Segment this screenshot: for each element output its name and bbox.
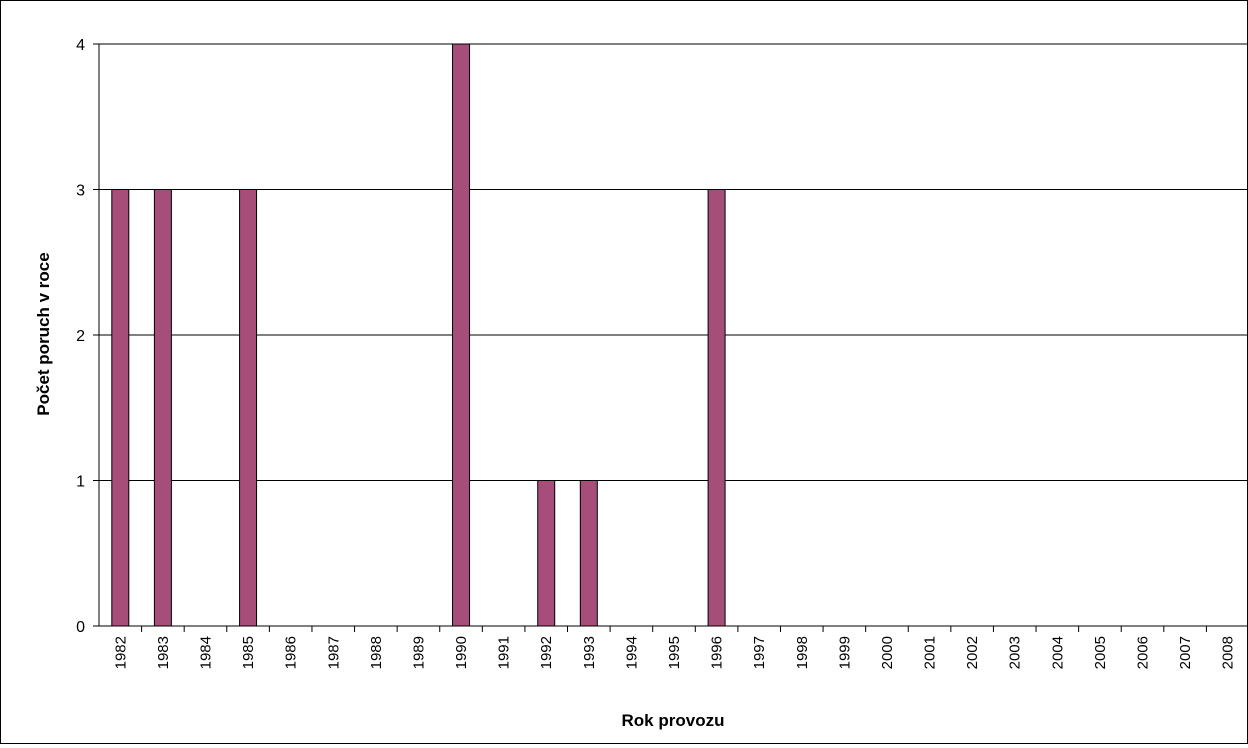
y-tick-label-1: 1 (76, 474, 85, 491)
x-tick-label-1991: 1991 (496, 636, 513, 669)
y-axis-title: Počet poruch v roce (34, 252, 53, 415)
axes (93, 43, 1248, 632)
x-tick-label-2005: 2005 (1092, 636, 1109, 669)
x-tick-label-2001: 2001 (922, 636, 939, 669)
x-tick-label-1985: 1985 (240, 636, 257, 669)
x-tick-label-1990: 1990 (453, 636, 470, 669)
y-tick-label-3: 3 (76, 183, 85, 200)
bar-1990 (452, 43, 471, 627)
bar-1985 (239, 189, 258, 627)
x-tick-label-1982: 1982 (112, 636, 129, 669)
bar-1996 (707, 189, 726, 627)
x-tick-label-2006: 2006 (1135, 636, 1152, 669)
x-tick-label-1999: 1999 (836, 636, 853, 669)
x-tick-label-1995: 1995 (666, 636, 683, 669)
x-tick-label-1994: 1994 (623, 636, 640, 669)
x-tick-label-1987: 1987 (325, 636, 342, 669)
x-tick-label-2008: 2008 (1220, 636, 1237, 669)
bar-1993 (579, 480, 598, 627)
y-tick-labels: 0 1 2 3 4 (76, 37, 85, 636)
x-axis-title: Rok provozu (622, 711, 725, 730)
x-tick-label-2007: 2007 (1177, 636, 1194, 669)
x-tick-label-1992: 1992 (538, 636, 555, 669)
x-tick-label-1986: 1986 (283, 636, 300, 669)
y-tick-label-4: 4 (76, 37, 85, 54)
bar-1983 (153, 189, 172, 627)
x-tick-label-1988: 1988 (368, 636, 385, 669)
x-tick-label-2002: 2002 (964, 636, 981, 669)
x-tick-label-1998: 1998 (794, 636, 811, 669)
x-tick-labels: 1982 1983 1984 1985 1986 1987 1988 1989 1990 1991… (112, 636, 1236, 669)
x-tick-label-2000: 2000 (879, 636, 896, 669)
bar-1982 (111, 189, 130, 627)
y-tick-label-2: 2 (76, 328, 85, 345)
y-tick-label-0: 0 (76, 619, 85, 636)
bars (111, 43, 726, 627)
x-tick-label-1983: 1983 (155, 636, 172, 669)
x-tick-label-2004: 2004 (1049, 636, 1066, 669)
x-tick-label-2003: 2003 (1007, 636, 1024, 669)
bar-1992 (537, 480, 556, 627)
x-tick-label-1993: 1993 (581, 636, 598, 669)
gridlines (99, 43, 1248, 481)
x-tick-label-1989: 1989 (410, 636, 427, 669)
x-tick-label-1997: 1997 (751, 636, 768, 669)
x-tick-label-1996: 1996 (709, 636, 726, 669)
x-tick-label-1984: 1984 (197, 636, 214, 669)
